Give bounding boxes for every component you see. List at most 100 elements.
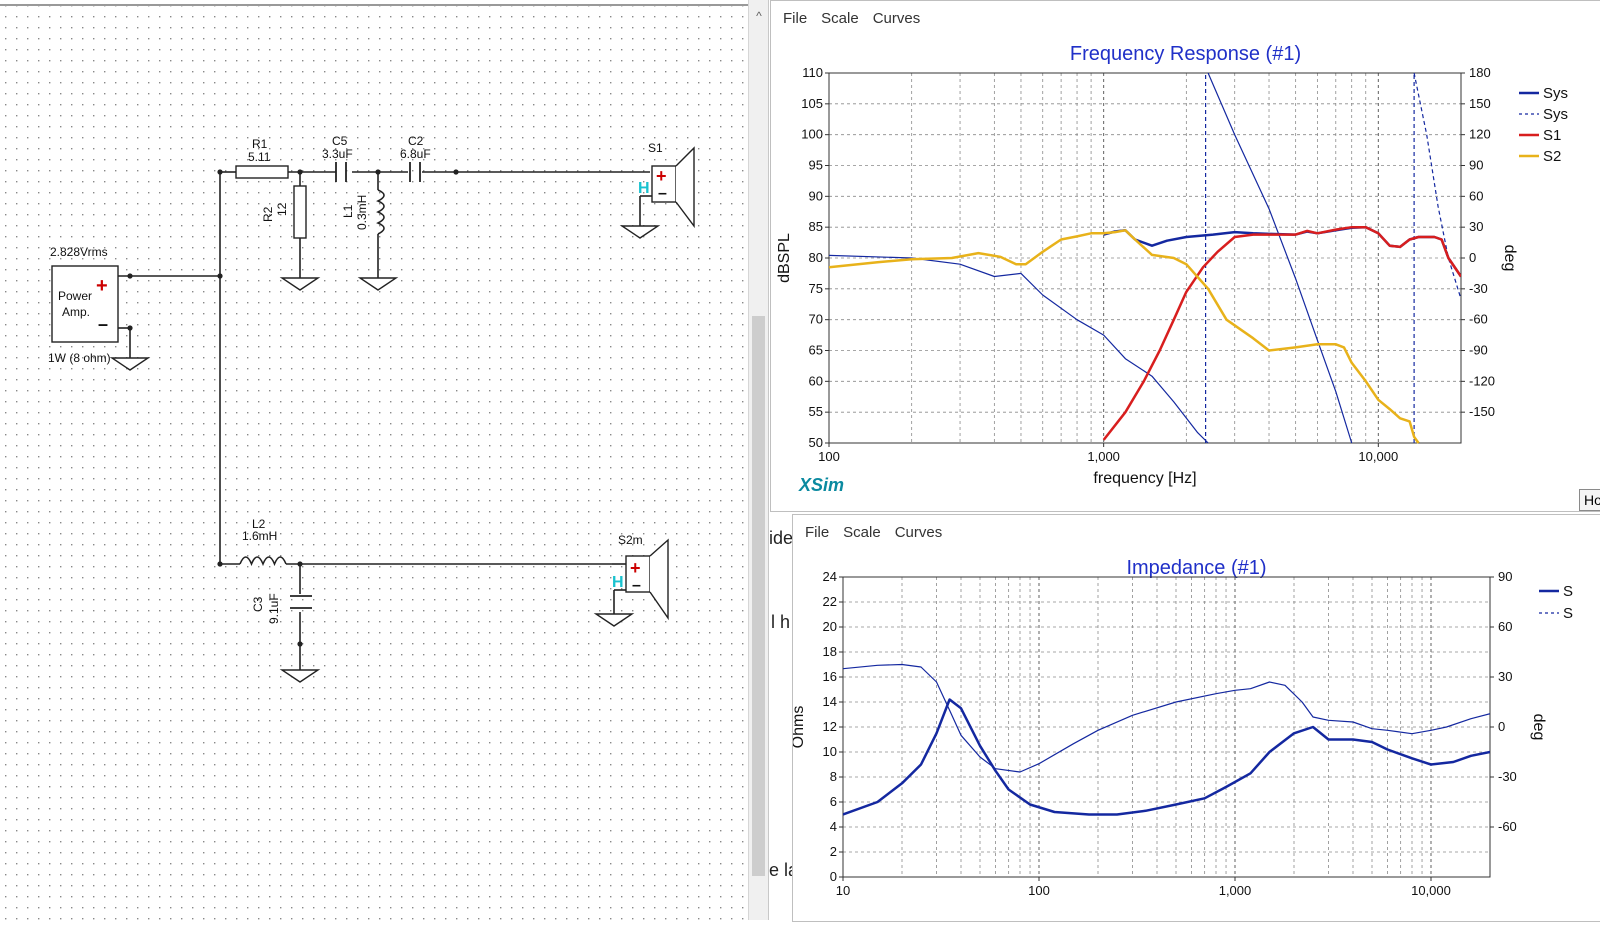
r1-name: R1 [252, 137, 268, 151]
schematic-wires [118, 171, 652, 670]
s2m-marker: H [612, 574, 624, 591]
c3-value: 9.1uF [267, 593, 281, 624]
fr-menu-file[interactable]: File [783, 9, 808, 27]
s1-minus: – [658, 185, 667, 202]
background-text-3: e la [769, 860, 799, 880]
l2-value: 1.6mH [242, 529, 277, 543]
imp-y2-label: deg [1530, 714, 1547, 741]
frequency-response-chart[interactable]: 50 55 60 65 70 75 80 85 90 95 100 105 110 180 150 120 90… [771, 1, 1600, 511]
imp-y-label: Ohms [793, 706, 807, 749]
fr-y-tick-11: 105 [801, 96, 823, 111]
s1-marker: H [638, 180, 650, 197]
fr-y-tick-10: 100 [801, 127, 823, 142]
imp-y-tick-9: 18 [823, 644, 837, 659]
c2-name: C2 [408, 134, 424, 148]
imp-menu-scale[interactable]: Scale [843, 523, 881, 541]
fr-series-s1-6-line [1102, 225, 1461, 441]
ground-symbols [109, 225, 661, 683]
fr-legend-label-3: S2 [1543, 148, 1561, 165]
imp-y2-tick-0: 90 [1498, 569, 1512, 584]
schematic-canvas[interactable]: R1 5.11 C5 3.3uF C2 6.8uF R2 12 L1 0.3mH [0, 0, 748, 920]
fr-y-tick-8: 90 [809, 188, 823, 203]
fr-y-tick-0: 50 [809, 435, 823, 450]
fr-legend-label-0: Sys [1543, 85, 1568, 102]
fr-y-tick-3: 65 [809, 343, 823, 358]
imp-y-tick-11: 22 [823, 594, 837, 609]
imp-x-tick-1: 100 [1028, 883, 1050, 898]
impedance-window[interactable]: File Scale Curves Impedance (#1) 0 2 4 6 8 10… [792, 514, 1600, 922]
scroll-up-button[interactable]: ^ [756, 9, 762, 23]
capacitor-c3[interactable]: C3 9.1uF [251, 593, 312, 624]
amp-minus: – [98, 314, 108, 334]
fr-legend-label-1: Sys [1543, 106, 1568, 123]
fr-y2-tick-4: 60 [1469, 188, 1483, 203]
imp-y2-tick-5: -60 [1498, 819, 1517, 834]
c2-value: 6.8uF [400, 147, 431, 161]
scrollbar-thumb[interactable] [752, 316, 765, 876]
imp-menu-curves[interactable]: Curves [894, 523, 943, 541]
speaker-s1[interactable]: S1 + – H [638, 141, 695, 229]
capacitor-c2[interactable]: C2 6.8uF [400, 134, 431, 182]
s2m-minus: – [632, 577, 641, 594]
amp-power: 1W (8 ohm) [48, 351, 111, 365]
fr-y-tick-7: 85 [809, 219, 823, 234]
c5-name: C5 [332, 134, 348, 148]
imp-legend-label-0: S [1563, 583, 1573, 600]
schematic-junctions [127, 169, 459, 647]
imp-y-tick-8: 16 [823, 669, 837, 684]
fr-y-tick-2: 60 [809, 373, 823, 388]
fr-y2-label: deg [1501, 245, 1518, 272]
ho-button[interactable]: Ho [1579, 489, 1600, 511]
imp-y-tick-4: 8 [830, 769, 837, 784]
fr-y-tick-4: 70 [809, 312, 823, 327]
fr-y2-tick-1: 150 [1469, 96, 1491, 111]
schematic-scrollbar[interactable]: ^ [748, 0, 769, 920]
fr-series-sys-1-line [829, 254, 1209, 444]
imp-y-tick-5: 10 [823, 744, 837, 759]
r2-name: R2 [261, 206, 275, 222]
imp-series-s-1-line [843, 663, 1490, 773]
fr-x-tick-1: 1,000 [1087, 449, 1120, 464]
resistor-r2[interactable]: R2 12 [261, 185, 307, 239]
fr-y2-tick-3: 90 [1469, 158, 1483, 173]
imp-y-tick-3: 6 [830, 794, 837, 809]
fr-menubar: File Scale Curves [771, 1, 930, 35]
fr-y-tick-6: 80 [809, 250, 823, 265]
speaker-s2m[interactable]: S2m + – H [612, 533, 669, 621]
power-amplifier[interactable]: 2.828Vrms Power Amp. + – 1W (8 ohm) [48, 245, 119, 365]
s1-plus: + [656, 166, 667, 186]
fr-y-label: dBSPL [776, 233, 793, 283]
fr-series-s2-7-line [829, 229, 1420, 444]
imp-y-tick-12: 24 [823, 569, 837, 584]
background-text-1: ide [769, 528, 794, 548]
fr-y2-tick-6: 0 [1469, 250, 1476, 265]
fr-y2-tick-0: 180 [1469, 65, 1491, 80]
inductor-l1[interactable]: L1 0.3mH [341, 189, 385, 235]
capacitor-c5[interactable]: C5 3.3uF [322, 134, 353, 182]
amp-label-line2: Amp. [62, 305, 90, 319]
fr-y2-tick-11: -150 [1469, 404, 1495, 419]
resistor-r1[interactable]: R1 5.11 [235, 137, 289, 179]
fr-menu-scale[interactable]: Scale [821, 9, 859, 27]
fr-y2-tick-5: 30 [1469, 219, 1483, 234]
frequency-response-window[interactable]: File Scale Curves Frequency Response (#1… [770, 0, 1600, 512]
xsim-logo: XSim [799, 475, 845, 495]
fr-series-sys-2-line [1207, 72, 1353, 444]
r1-value: 5.11 [248, 150, 271, 164]
imp-x-tick-2: 1,000 [1219, 883, 1252, 898]
inductor-l2[interactable]: L2 1.6mH [239, 517, 287, 567]
imp-y-tick-1: 2 [830, 844, 837, 859]
imp-y2-tick-4: -30 [1498, 769, 1517, 784]
fr-menu-curves[interactable]: Curves [872, 9, 921, 27]
l1-value: 0.3mH [355, 195, 369, 230]
imp-y-tick-0: 0 [830, 869, 837, 884]
fr-y-tick-5: 75 [809, 281, 823, 296]
imp-menu-file[interactable]: File [805, 523, 830, 541]
fr-chart-title: Frequency Response (#1) [1069, 43, 1302, 65]
fr-x-label: frequency [Hz] [1093, 470, 1196, 487]
fr-x-tick-0: 100 [818, 449, 840, 464]
schematic-drawing[interactable]: R1 5.11 C5 3.3uF C2 6.8uF R2 12 L1 0.3mH [0, 0, 748, 920]
amp-voltage: 2.828Vrms [50, 245, 108, 259]
r2-value: 12 [275, 202, 289, 216]
